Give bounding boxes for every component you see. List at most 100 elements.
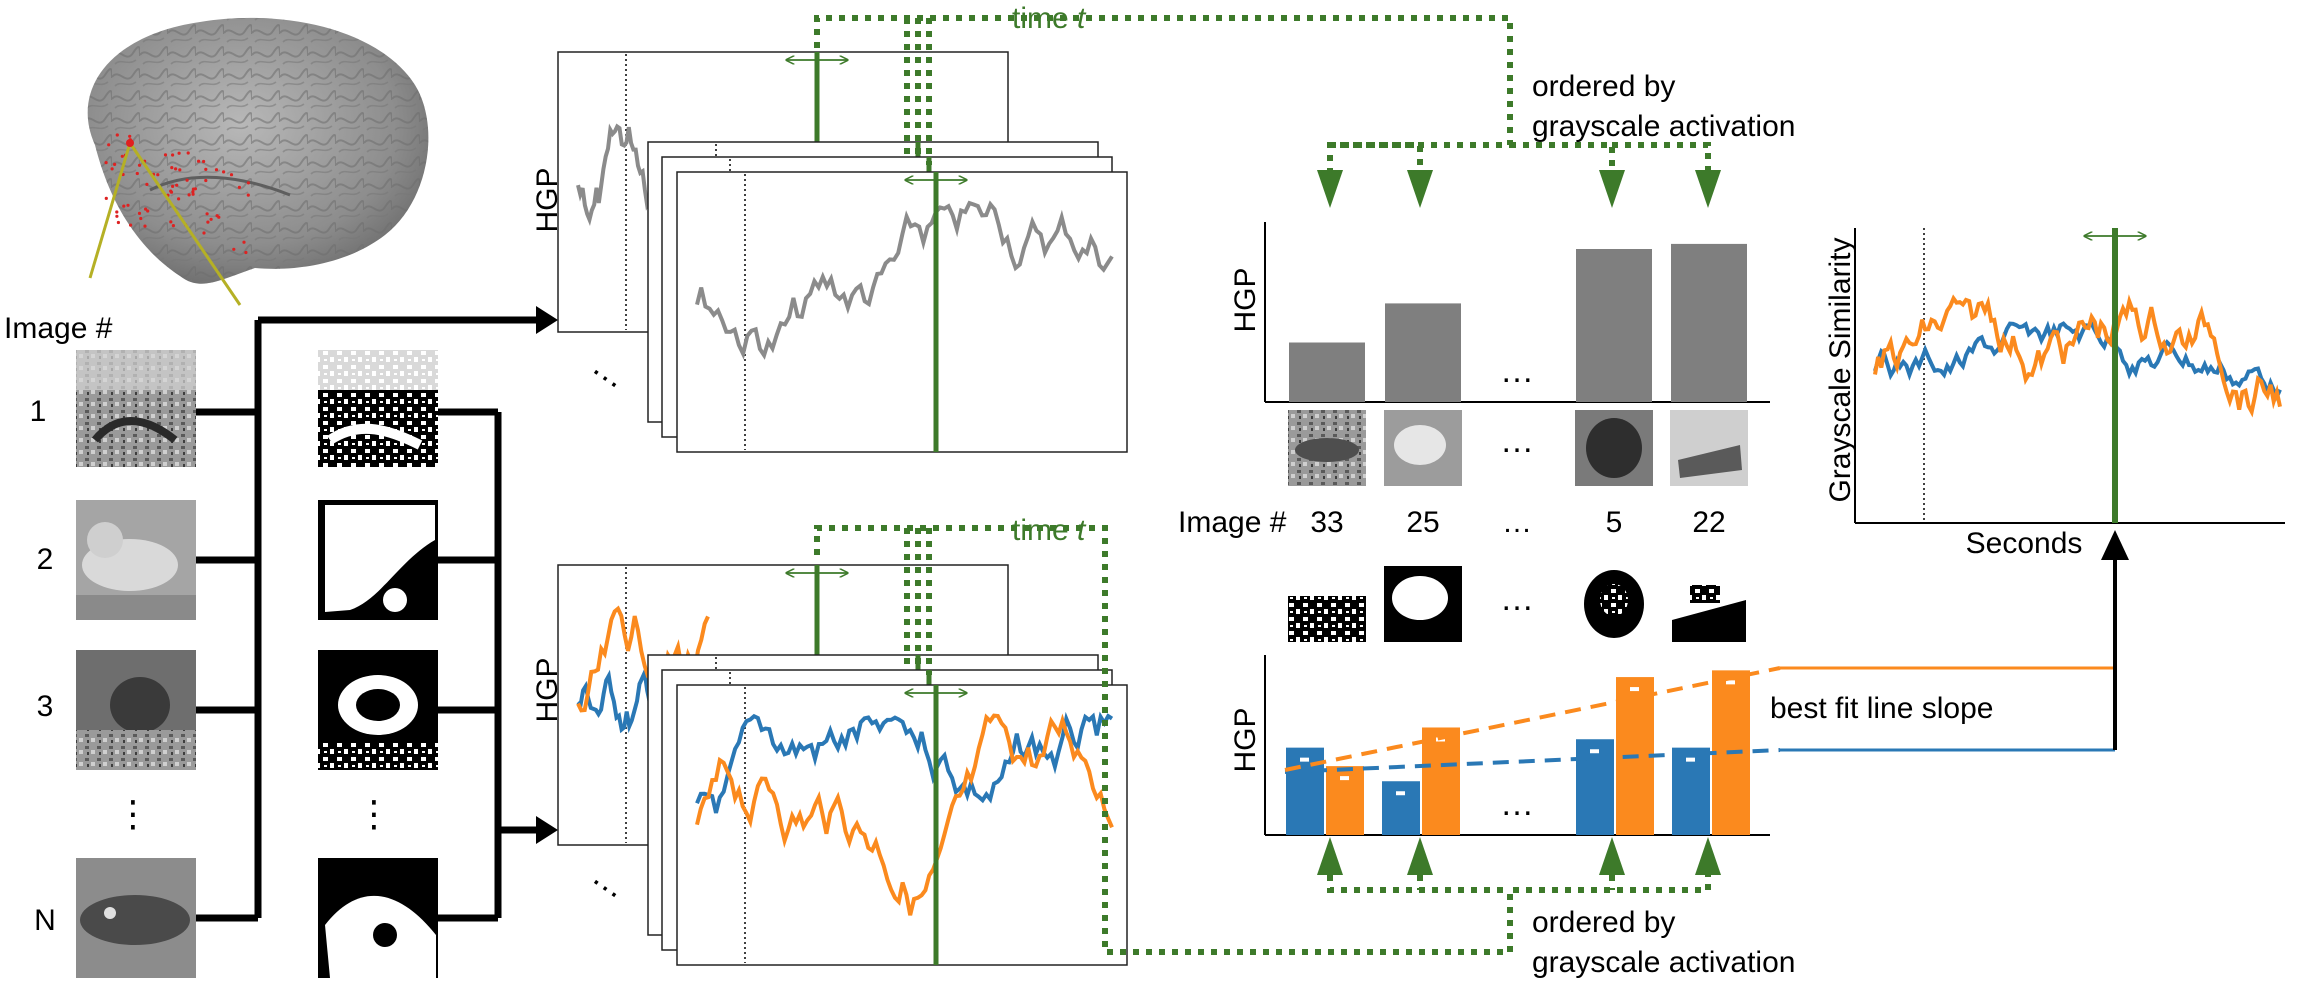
electrode-dot (128, 134, 132, 138)
electrode-dot (115, 210, 119, 214)
hgp-trace-gray (695, 200, 1114, 360)
electrode-pointer-line (88, 142, 132, 279)
bar-gray (1576, 249, 1652, 402)
electrode-dot (169, 220, 173, 224)
arrow-icon (536, 306, 558, 334)
electrode-dot (202, 231, 206, 235)
row-label-1: 1 (30, 395, 47, 428)
binary-mask-thumbnail (318, 858, 438, 978)
electrode-dot (206, 220, 210, 224)
row-label-n: N (34, 904, 56, 937)
top-trace-stack (557, 51, 1128, 453)
similarity-ylabel: Grayscale Similarity (1824, 237, 1857, 502)
selected-electrode-icon (126, 139, 134, 147)
electrode-dot (215, 214, 219, 218)
bar-chart-top: … (1264, 222, 1770, 403)
ordered-by-label-top-2: grayscale activation (1532, 110, 1795, 143)
electrode-pointer-line (128, 142, 242, 306)
ordered-by-label-bottom-1: ordered by (1532, 906, 1675, 939)
image-number: 22 (1692, 506, 1725, 539)
trace-panel-front (676, 171, 1128, 453)
bar-value-marker (1726, 680, 1735, 685)
electrode-dot (110, 167, 114, 171)
electrode-dot (171, 153, 175, 157)
bottom-trace-stack (557, 564, 1128, 966)
electrode-dot (175, 183, 179, 187)
electrode-dot (229, 173, 234, 177)
bar-value-marker (1590, 749, 1599, 754)
arrow-icon (536, 816, 558, 844)
electrode-dot (126, 203, 130, 207)
green-arrowheads-top (1317, 170, 1721, 208)
vertical-ellipsis: ⋮ (356, 793, 392, 834)
row-label-2: 2 (37, 543, 54, 576)
electrode-dot (171, 184, 175, 188)
blue-best-fit-line (1284, 748, 1781, 774)
electrode-dot (185, 178, 189, 182)
hgp-trace-orange (695, 713, 1114, 916)
electrode-dot (146, 209, 150, 213)
electrode-dot (169, 189, 173, 193)
electrode-dot (187, 193, 191, 197)
bar-ellipsis: … (1500, 352, 1534, 390)
green-arrowheads-bottom (1317, 837, 1721, 875)
image-thumbnail (76, 350, 196, 467)
electrode-dot (122, 204, 126, 208)
image-number-row-label: Image # (1178, 506, 1287, 539)
electrode-dot (232, 247, 236, 251)
image-connector-lines (196, 316, 540, 922)
bar-blue (1672, 747, 1710, 835)
binary-mask-thumbnail (1384, 566, 1462, 642)
image-thumbnail (1670, 410, 1748, 486)
time-selection-path-top (814, 15, 1711, 170)
similarity-xlabel: Seconds (1966, 527, 2083, 560)
electrode-dot (156, 173, 160, 177)
electrode-dot (115, 214, 119, 218)
electrode-dot (209, 217, 213, 221)
stack-ellipsis: … (585, 346, 635, 397)
electrode-dot (135, 171, 139, 176)
electrode-dot (174, 167, 178, 171)
image-thumbnail (1384, 410, 1462, 486)
best-fit-line-slope-label: best fit line slope (1770, 692, 1993, 725)
electrode-dot (197, 159, 201, 163)
bar-chart-bottom: … (1264, 655, 1781, 836)
electrode-dot (202, 159, 206, 164)
electrode-dot (120, 154, 124, 158)
hgp-axis-label-bar-top: HGP (1229, 267, 1262, 332)
electrode-dot (115, 133, 119, 137)
ordered-by-label-bottom-2: grayscale activation (1532, 946, 1795, 979)
electrode-dot (246, 193, 250, 197)
image-number: … (1502, 506, 1532, 539)
time-t-label-bottom: time t (1012, 514, 1087, 547)
bar-value-marker (1686, 757, 1695, 762)
image-thumbnail (1575, 410, 1653, 486)
electrode-dot (177, 151, 181, 155)
electrode-dot (214, 168, 219, 172)
image-thumbnail (76, 650, 196, 770)
electrode-dot (191, 190, 195, 194)
electrode-dot (107, 143, 111, 147)
hgp-axis-label-bar-bottom: HGP (1229, 707, 1262, 772)
binary-mask-thumbnail (1670, 566, 1748, 642)
electrode-dot (204, 167, 208, 171)
image-thumbnail (76, 500, 196, 620)
similarity-trace-orange (1873, 294, 2282, 418)
electrode-dot (177, 197, 181, 201)
arrow-icon (2101, 530, 2129, 560)
electrode-dot (244, 250, 248, 255)
electrode-dot (186, 151, 190, 155)
bar-blue (1382, 781, 1420, 835)
orange-best-fit-line (1284, 666, 1781, 772)
bar-value-marker (1630, 687, 1639, 692)
electrode-dot (191, 192, 195, 196)
electrode-dot (205, 212, 209, 216)
bar-gray (1385, 303, 1461, 402)
electrode-dot (104, 161, 108, 165)
bar-gray (1289, 342, 1365, 402)
brain-render (87, 17, 429, 284)
trace-panel-front (676, 684, 1128, 966)
electrode-dot (222, 170, 226, 174)
electrode-dot (193, 187, 197, 191)
